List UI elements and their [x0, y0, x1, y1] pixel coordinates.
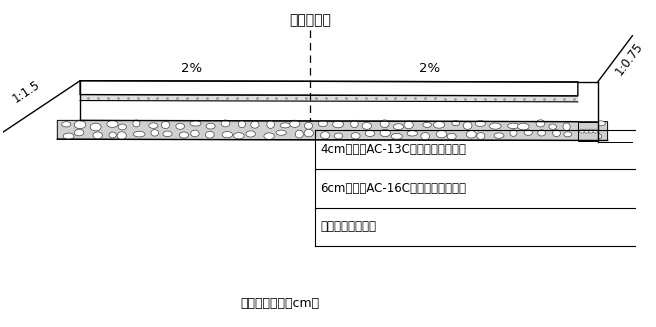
- Ellipse shape: [205, 131, 214, 138]
- Ellipse shape: [149, 123, 158, 129]
- Ellipse shape: [93, 132, 102, 139]
- Ellipse shape: [549, 124, 556, 129]
- Text: 1:1.5: 1:1.5: [10, 78, 43, 106]
- Ellipse shape: [222, 131, 233, 138]
- Ellipse shape: [394, 124, 403, 129]
- Ellipse shape: [563, 123, 570, 131]
- Ellipse shape: [90, 123, 101, 131]
- Text: 4cm细粒式AC-13C沥青混凝土上面层: 4cm细粒式AC-13C沥青混凝土上面层: [320, 143, 466, 156]
- Ellipse shape: [362, 123, 371, 129]
- Ellipse shape: [351, 133, 360, 139]
- Ellipse shape: [447, 133, 456, 140]
- Ellipse shape: [350, 120, 358, 128]
- Ellipse shape: [290, 120, 300, 128]
- Polygon shape: [57, 120, 607, 141]
- Ellipse shape: [463, 122, 472, 129]
- Ellipse shape: [251, 121, 259, 128]
- Ellipse shape: [380, 120, 389, 128]
- Ellipse shape: [163, 131, 172, 137]
- Ellipse shape: [151, 129, 159, 136]
- Ellipse shape: [452, 121, 459, 126]
- Ellipse shape: [206, 123, 215, 129]
- Ellipse shape: [318, 120, 327, 127]
- Ellipse shape: [579, 129, 584, 133]
- Ellipse shape: [179, 132, 188, 138]
- Ellipse shape: [63, 133, 74, 139]
- Ellipse shape: [593, 129, 598, 133]
- Ellipse shape: [494, 133, 504, 138]
- Ellipse shape: [267, 121, 274, 129]
- Ellipse shape: [466, 130, 476, 138]
- Ellipse shape: [234, 133, 244, 139]
- Ellipse shape: [295, 130, 303, 138]
- Ellipse shape: [477, 132, 485, 139]
- Ellipse shape: [62, 122, 71, 127]
- Ellipse shape: [304, 123, 313, 129]
- Ellipse shape: [191, 130, 199, 137]
- Ellipse shape: [190, 121, 201, 126]
- Ellipse shape: [391, 133, 403, 139]
- Text: 原水泥混凝土路面: 原水泥混凝土路面: [320, 220, 376, 233]
- Ellipse shape: [423, 122, 432, 128]
- Ellipse shape: [407, 130, 417, 136]
- Ellipse shape: [117, 132, 127, 140]
- Ellipse shape: [404, 121, 413, 129]
- Ellipse shape: [564, 132, 571, 137]
- Ellipse shape: [280, 123, 290, 128]
- Ellipse shape: [107, 121, 118, 128]
- Ellipse shape: [221, 120, 230, 127]
- Text: 2%: 2%: [180, 62, 202, 75]
- Ellipse shape: [584, 129, 589, 133]
- Ellipse shape: [118, 124, 127, 130]
- Ellipse shape: [588, 129, 593, 133]
- Ellipse shape: [133, 120, 140, 127]
- Ellipse shape: [538, 130, 546, 136]
- Ellipse shape: [536, 120, 545, 127]
- Ellipse shape: [421, 132, 430, 140]
- Ellipse shape: [436, 130, 447, 138]
- Ellipse shape: [365, 130, 375, 136]
- Ellipse shape: [489, 123, 501, 129]
- Ellipse shape: [552, 130, 560, 137]
- Ellipse shape: [476, 121, 485, 127]
- Ellipse shape: [596, 121, 605, 126]
- Ellipse shape: [508, 123, 519, 129]
- Ellipse shape: [334, 133, 343, 139]
- Ellipse shape: [434, 121, 445, 128]
- Text: 6cm中粒式AC-16C沥青混凝土下面层: 6cm中粒式AC-16C沥青混凝土下面层: [320, 182, 466, 195]
- Text: 路面中心线: 路面中心线: [289, 13, 331, 27]
- Polygon shape: [80, 81, 578, 96]
- Ellipse shape: [109, 132, 116, 138]
- Ellipse shape: [333, 121, 344, 128]
- Ellipse shape: [74, 129, 84, 136]
- Ellipse shape: [176, 123, 184, 129]
- Ellipse shape: [579, 131, 586, 136]
- Ellipse shape: [264, 133, 274, 139]
- Ellipse shape: [524, 130, 533, 135]
- Ellipse shape: [581, 122, 588, 128]
- Ellipse shape: [321, 132, 330, 139]
- Ellipse shape: [518, 123, 529, 130]
- Ellipse shape: [246, 131, 255, 137]
- Ellipse shape: [276, 130, 286, 135]
- Polygon shape: [578, 122, 598, 141]
- Ellipse shape: [380, 129, 390, 137]
- Ellipse shape: [594, 134, 602, 139]
- Ellipse shape: [74, 121, 86, 129]
- Ellipse shape: [161, 121, 170, 129]
- Ellipse shape: [238, 120, 245, 128]
- Ellipse shape: [133, 131, 145, 137]
- Text: 注：图中单位以cm计: 注：图中单位以cm计: [241, 297, 320, 310]
- Text: 1:0.75: 1:0.75: [613, 40, 646, 78]
- Text: 2%: 2%: [419, 62, 440, 75]
- Ellipse shape: [510, 130, 517, 136]
- Ellipse shape: [304, 129, 314, 137]
- Polygon shape: [80, 95, 578, 102]
